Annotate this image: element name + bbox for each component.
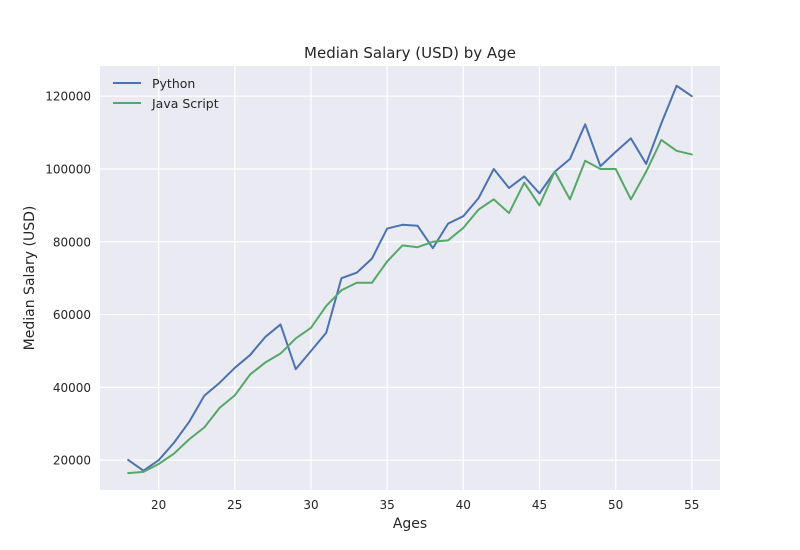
legend-label-javascript: Java Script <box>151 96 219 111</box>
x-tick-label: 25 <box>227 498 242 512</box>
chart-title: Median Salary (USD) by Age <box>304 44 516 62</box>
y-tick-label: 120000 <box>45 90 91 104</box>
y-tick-labels: 20000 40000 60000 80000 100000 120000 <box>45 90 91 468</box>
y-tick-label: 100000 <box>45 162 91 176</box>
x-axis-label: Ages <box>393 516 427 532</box>
x-tick-label: 30 <box>303 498 318 512</box>
y-tick-label: 60000 <box>53 308 91 322</box>
x-tick-label: 45 <box>532 498 547 512</box>
y-tick-label: 40000 <box>53 381 91 395</box>
x-tick-labels: 20 25 30 35 40 45 50 55 <box>151 498 699 512</box>
y-tick-label: 20000 <box>53 454 91 468</box>
x-tick-label: 50 <box>608 498 623 512</box>
x-tick-label: 40 <box>456 498 471 512</box>
x-tick-label: 55 <box>684 498 699 512</box>
x-tick-label: 35 <box>380 498 395 512</box>
x-tick-label: 20 <box>151 498 166 512</box>
plot-background <box>100 66 720 490</box>
legend-label-python: Python <box>152 76 195 91</box>
y-axis-label: Median Salary (USD) <box>22 206 38 351</box>
y-tick-label: 80000 <box>53 235 91 249</box>
